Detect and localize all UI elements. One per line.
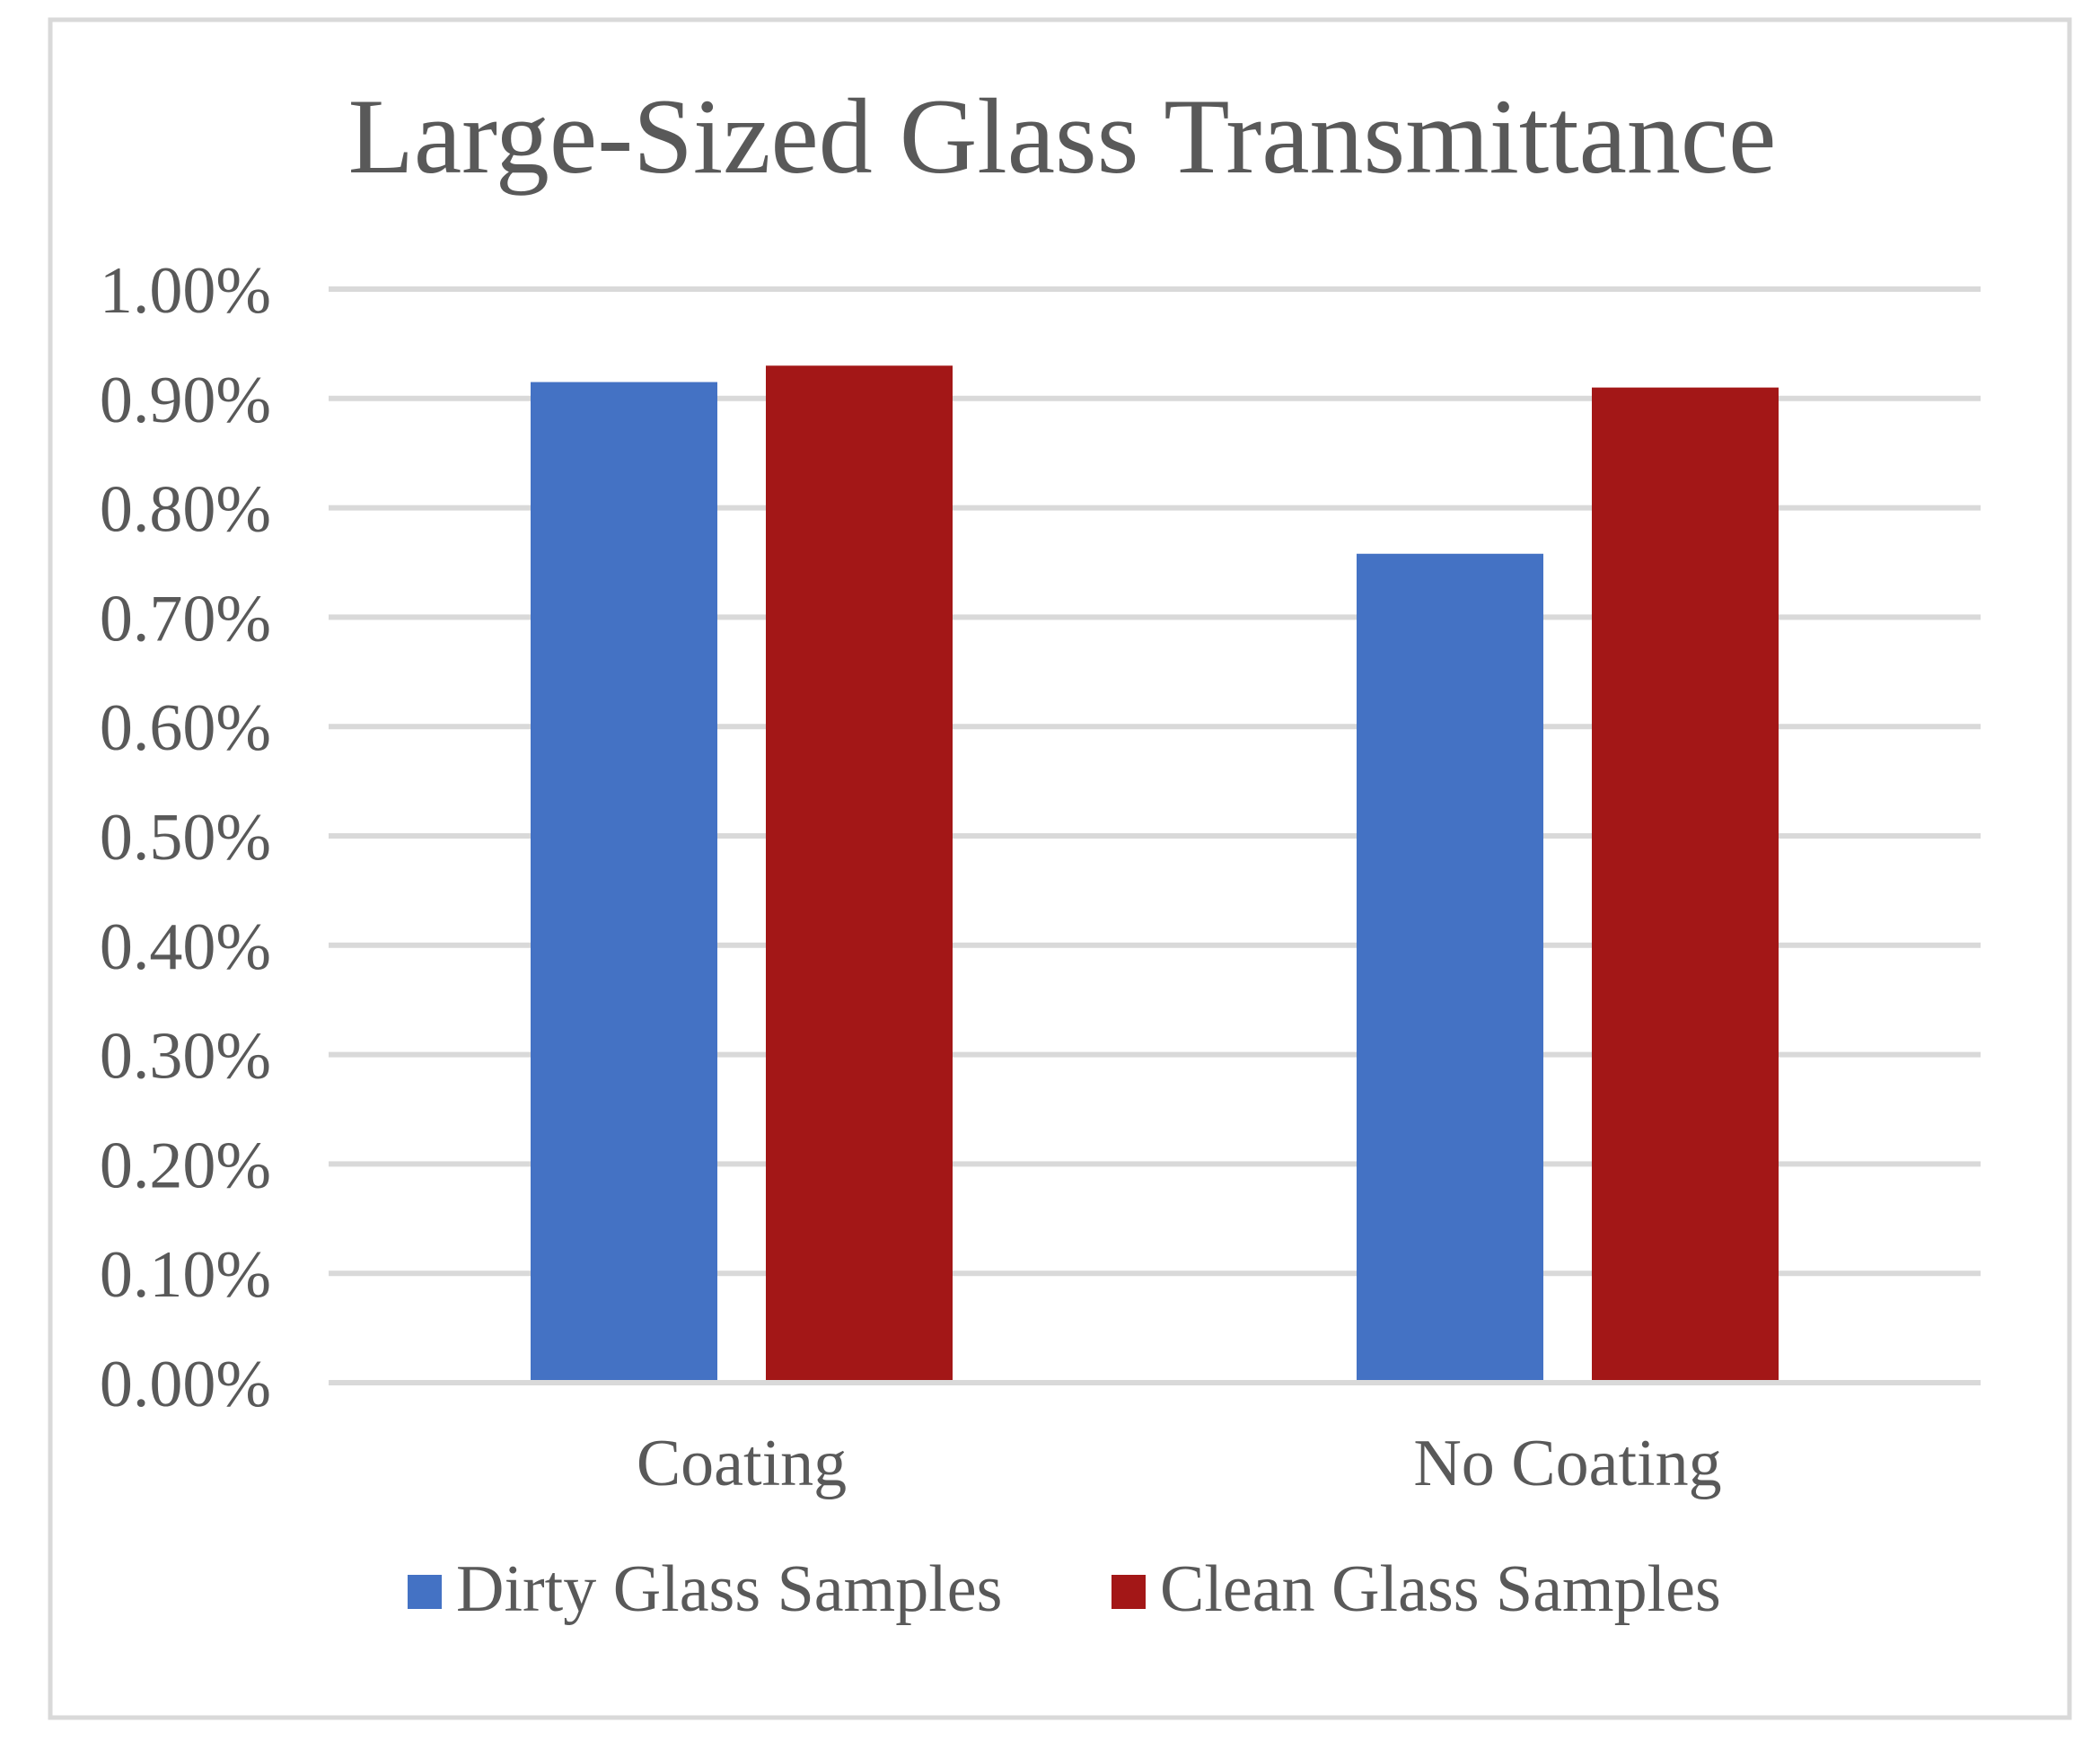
legend: Dirty Glass Samples Clean Glass Samples [408,1552,1721,1626]
legend-label: Dirty Glass Samples [456,1552,1002,1626]
y-tick-label: 0.90% [100,364,271,437]
y-tick-label: 0.60% [100,691,271,765]
bar-no-coating-series-2 [1592,387,1779,1380]
chart-title: Large-Sized Glass Transmittance [348,76,1777,196]
y-tick-label: 0.00% [100,1348,271,1421]
x-category-label: No Coating [1413,1427,1721,1500]
legend-swatch [408,1575,442,1609]
legend-label: Clean Glass Samples [1160,1552,1721,1626]
bars [531,365,1779,1380]
y-axis-ticks: 0.00% 0.10% 0.20% 0.30% 0.40% 0.50% 0.60% 0.70%… [100,254,271,1421]
y-tick-label: 0.10% [100,1238,271,1312]
bar-coating-series-1 [531,382,717,1380]
x-category-label: Coating [637,1427,847,1500]
y-tick-label: 0.30% [100,1020,271,1094]
y-tick-label: 0.50% [100,801,271,875]
legend-swatch [1112,1575,1146,1609]
y-tick-label: 0.70% [100,582,271,655]
x-axis-categories: Coating No Coating [637,1427,1722,1500]
y-tick-label: 0.40% [100,910,271,984]
y-tick-label: 0.20% [100,1129,271,1202]
y-tick-label: 0.80% [100,473,271,547]
bar-no-coating-series-1 [1357,553,1543,1380]
bar-coating-series-2 [766,365,953,1380]
y-tick-label: 1.00% [100,254,271,328]
